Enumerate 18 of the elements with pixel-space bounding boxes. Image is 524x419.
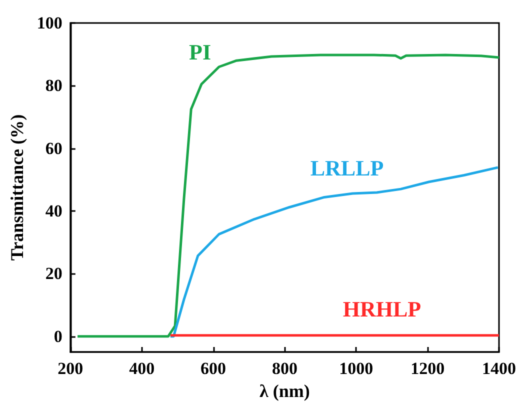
x-tick-label: 200: [58, 359, 84, 378]
y-tick-label: 100: [36, 14, 62, 32]
x-tick-label: 400: [129, 359, 155, 378]
series-label: LRLLP: [310, 156, 384, 180]
series-label: PI: [189, 40, 211, 64]
x-tick-label: 1000: [339, 359, 374, 378]
x-tick-label: 800: [272, 359, 298, 378]
series-label: HRHLP: [342, 296, 422, 322]
y-tick-label: 20: [45, 264, 62, 284]
y-axis-title: Transmittance (%): [7, 114, 27, 261]
x-axis-title: λ (nm): [260, 381, 310, 401]
x-tick-label: 1400: [482, 359, 516, 378]
y-tick-label: 40: [45, 202, 62, 220]
y-tick-label: 60: [45, 138, 62, 158]
y-tick-label: 80: [45, 76, 62, 96]
x-tick-label: 600: [200, 359, 226, 378]
y-tick-label: 0: [54, 326, 62, 346]
x-tick-label: 1200: [410, 359, 445, 378]
